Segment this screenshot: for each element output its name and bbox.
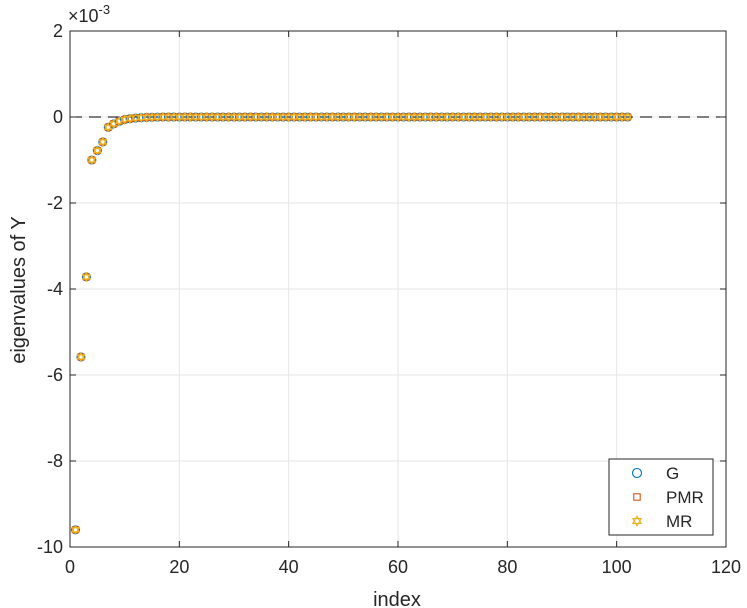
marker-mr-hexagram bbox=[81, 274, 91, 283]
axes-frame bbox=[69, 30, 727, 548]
y-tick-label: -10 bbox=[37, 537, 63, 557]
x-tick-label: 20 bbox=[169, 557, 189, 577]
y-tick-label: -8 bbox=[47, 451, 63, 471]
marker-mr-hexagram bbox=[623, 111, 633, 120]
data-point bbox=[81, 271, 91, 283]
marker-mr-hexagram bbox=[76, 354, 86, 363]
data-point bbox=[76, 351, 86, 363]
x-tick-label: 120 bbox=[711, 557, 741, 577]
legend-circle bbox=[631, 467, 643, 479]
x-tick-label: 60 bbox=[388, 557, 408, 577]
y-tick-labels: -10 -8 -6 -4 -2 0 2 bbox=[37, 21, 63, 557]
marker-mr-hexagram bbox=[109, 121, 119, 130]
data-point bbox=[623, 111, 633, 123]
x-tick-label: 100 bbox=[602, 557, 632, 577]
marker-mr-hexagram bbox=[70, 527, 81, 536]
marker-mr-hexagram bbox=[103, 124, 113, 133]
legend-marker-circle bbox=[631, 467, 643, 479]
x-axis-label: index bbox=[373, 589, 421, 608]
y-tick-label: -6 bbox=[47, 365, 63, 385]
marker-mr-hexagram bbox=[70, 524, 81, 533]
data-point bbox=[98, 136, 108, 148]
marker-mr-hexagram bbox=[98, 139, 108, 148]
y-tick-label: 2 bbox=[53, 21, 63, 41]
legend-hexagram bbox=[631, 515, 643, 524]
legend-entry-g: G bbox=[631, 464, 679, 483]
marker-mr-hexagram bbox=[623, 114, 633, 123]
y-tick-label: 0 bbox=[53, 107, 63, 127]
legend-marker-square bbox=[633, 493, 641, 501]
x-tick-label: 0 bbox=[65, 557, 75, 577]
y-tick-label: -2 bbox=[47, 193, 63, 213]
marker-mr-hexagram bbox=[76, 351, 86, 360]
legend-box bbox=[608, 458, 714, 536]
marker-mr-hexagram bbox=[92, 147, 102, 156]
marker-mr-hexagram bbox=[87, 157, 97, 166]
legend-entry-mr: MR bbox=[631, 512, 692, 531]
marker-mr-hexagram bbox=[92, 145, 102, 154]
legend: G PMR MR bbox=[608, 458, 714, 536]
y-axis-multiplier: ×10-3 bbox=[68, 2, 110, 26]
data-points bbox=[70, 111, 633, 536]
legend-square bbox=[633, 493, 641, 501]
marker-mr-hexagram bbox=[98, 136, 108, 145]
legend-label-g: G bbox=[666, 464, 679, 483]
marker-mr-hexagram bbox=[114, 118, 124, 127]
legend-label-mr: MR bbox=[666, 512, 692, 531]
data-point bbox=[92, 145, 102, 156]
marker-mr-hexagram bbox=[81, 271, 91, 280]
data-point bbox=[87, 154, 97, 166]
x-tick-label: 40 bbox=[279, 557, 299, 577]
x-tick-label: 80 bbox=[497, 557, 517, 577]
marker-mr-hexagram bbox=[87, 154, 97, 163]
data-point bbox=[70, 524, 81, 536]
y-axis-label: eigenvalues of Y bbox=[8, 216, 30, 364]
legend-hexagram bbox=[631, 518, 643, 527]
legend-marker-hexagram bbox=[631, 515, 643, 527]
legend-label-pmr: PMR bbox=[666, 488, 704, 507]
x-tick-labels: 0 20 40 60 80 100 120 bbox=[65, 557, 741, 577]
y-tick-label: -4 bbox=[47, 279, 63, 299]
legend-entry-pmr: PMR bbox=[633, 488, 704, 507]
